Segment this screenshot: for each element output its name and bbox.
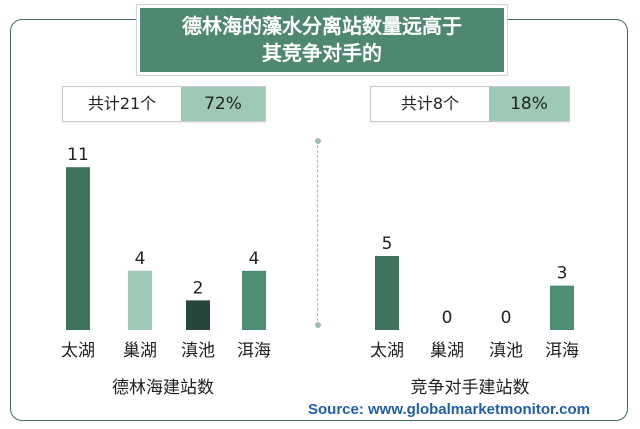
summary-left-label: 共计21个 [87, 94, 157, 113]
category-label-rival-2: 滇池 [489, 341, 523, 361]
bar-dlh-2 [186, 300, 210, 330]
bar-dlh-3 [242, 270, 266, 330]
right-chart-xlabel: 竞争对手建站数 [410, 378, 530, 398]
source-text: Source: www.globalmarketmonitor.com [308, 401, 590, 418]
title-line-2: 其竞争对手的 [262, 41, 382, 65]
category-label-rival-3: 洱海 [545, 341, 579, 361]
divider-dot-top [315, 138, 321, 144]
category-label-dlh-1: 巢湖 [123, 341, 157, 361]
summary-right-percent: 18% [489, 87, 569, 121]
bar-dlh-1 [128, 270, 152, 330]
chart-title: 德林海的藻水分离站数量远高于 其竞争对手的 [137, 5, 507, 75]
value-label-rival-2: 0 [501, 308, 512, 328]
bar-rival-0 [375, 256, 399, 330]
left-chart-xlabel: 德林海建站数 [112, 378, 214, 398]
category-label-dlh-0: 太湖 [61, 341, 95, 361]
category-label-dlh-2: 滇池 [181, 341, 215, 361]
value-label-dlh-1: 4 [135, 249, 146, 269]
value-label-dlh-0: 11 [67, 145, 89, 165]
title-line-1: 德林海的藻水分离站数量远高于 [182, 14, 462, 38]
category-label-rival-1: 巢湖 [430, 341, 464, 361]
summary-left-percent: 72% [181, 87, 265, 121]
summary-right: 共计8个 18% [370, 86, 570, 122]
value-label-rival-0: 5 [382, 234, 393, 254]
value-label-dlh-2: 2 [193, 278, 204, 298]
center-divider [317, 140, 318, 326]
category-label-dlh-3: 洱海 [237, 341, 271, 361]
value-label-rival-3: 3 [557, 264, 568, 284]
value-label-dlh-3: 4 [249, 249, 260, 269]
bar-dlh-0 [66, 167, 90, 330]
bar-rival-3 [550, 285, 574, 330]
category-label-rival-0: 太湖 [370, 341, 404, 361]
value-label-rival-1: 0 [442, 308, 453, 328]
summary-right-label: 共计8个 [400, 94, 460, 113]
summary-left: 共计21个 72% [62, 86, 266, 122]
divider-dot-bottom [315, 322, 321, 328]
